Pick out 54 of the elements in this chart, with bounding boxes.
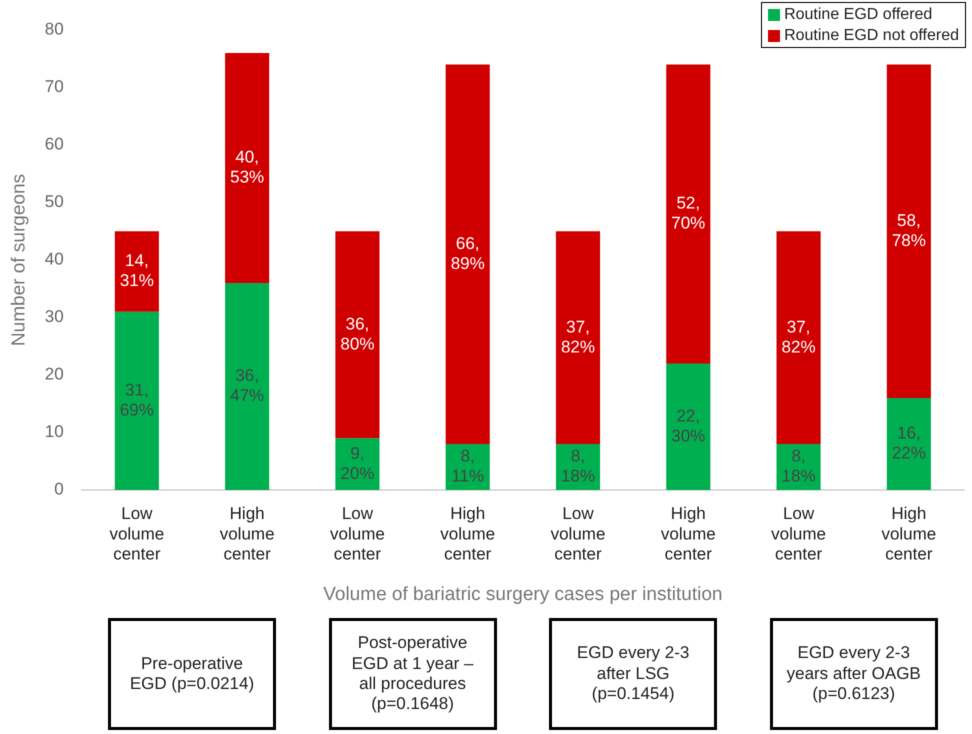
y-tick-label: 70 xyxy=(44,77,64,96)
y-tick-label: 30 xyxy=(44,307,64,326)
x-tick-label: High volume center xyxy=(660,504,716,564)
data-label: 66, 89% xyxy=(450,234,485,273)
legend-label: Routine EGD offered xyxy=(784,5,932,25)
x-tick-label: Low volume center xyxy=(109,504,164,564)
y-tick-label: 80 xyxy=(44,20,64,39)
y-tick-label: 40 xyxy=(44,250,64,269)
bar xyxy=(446,64,490,444)
x-tick-label: High volume center xyxy=(440,504,496,564)
bar xyxy=(886,398,931,490)
text: EGD every 2-3 years after OAGB (p=0.6123) xyxy=(770,618,938,730)
data-label: 36, 80% xyxy=(340,314,374,354)
bar xyxy=(556,231,600,444)
text: Post-operative EGD at 1 year – all procedures (p=0.1648) xyxy=(328,618,497,730)
data-label: 22, 30% xyxy=(671,406,706,446)
data-label: 31, 69% xyxy=(120,380,154,420)
text: EGD every 2-3 after LSG (p=0.1454) xyxy=(549,618,718,730)
data-label: 40, 53% xyxy=(230,148,264,187)
x-tick-label: Low volume center xyxy=(771,504,826,564)
y-axis-title: Number of surgeons xyxy=(8,174,30,346)
bar xyxy=(114,312,159,490)
data-label: 37, 82% xyxy=(560,317,596,356)
data-label: 58, 78% xyxy=(892,210,926,250)
x-tick-label: High volume center xyxy=(881,504,936,564)
data-label: 52, 70% xyxy=(671,194,706,233)
bar xyxy=(114,231,159,312)
y-tick-label: 60 xyxy=(44,134,64,154)
data-label: 37, 82% xyxy=(782,317,816,356)
bar xyxy=(335,231,380,438)
bar xyxy=(446,444,490,490)
x-tick-label: Low volume center xyxy=(550,504,606,564)
legend-label: Routine EGD not offered xyxy=(784,26,959,46)
y-tick-label: 0 xyxy=(54,480,64,499)
data-label: 14, 31% xyxy=(120,251,154,290)
y-tick-label: 10 xyxy=(44,422,64,442)
data-label: 8, 18% xyxy=(782,446,816,486)
x-tick-label: High volume center xyxy=(220,504,275,564)
text: Pre-operative EGD (p=0.0214) xyxy=(108,618,276,730)
y-tick-label: 20 xyxy=(44,364,64,384)
x-tick-label: Low volume center xyxy=(330,504,385,564)
data-label: 9, 20% xyxy=(340,444,374,483)
bar xyxy=(776,231,821,444)
bar xyxy=(225,53,270,283)
data-label: 36, 47% xyxy=(230,366,264,406)
y-tick-label: 50 xyxy=(44,192,64,212)
bar xyxy=(666,364,710,490)
bar xyxy=(225,283,270,490)
data-label: 8, 11% xyxy=(451,446,484,486)
bar xyxy=(666,64,710,364)
bar xyxy=(886,64,931,398)
x-axis-title: Volume of bariatric surgery cases per institution xyxy=(323,584,722,605)
data-label: 16, 22% xyxy=(892,424,926,463)
data-label: 8, 18% xyxy=(560,446,596,486)
